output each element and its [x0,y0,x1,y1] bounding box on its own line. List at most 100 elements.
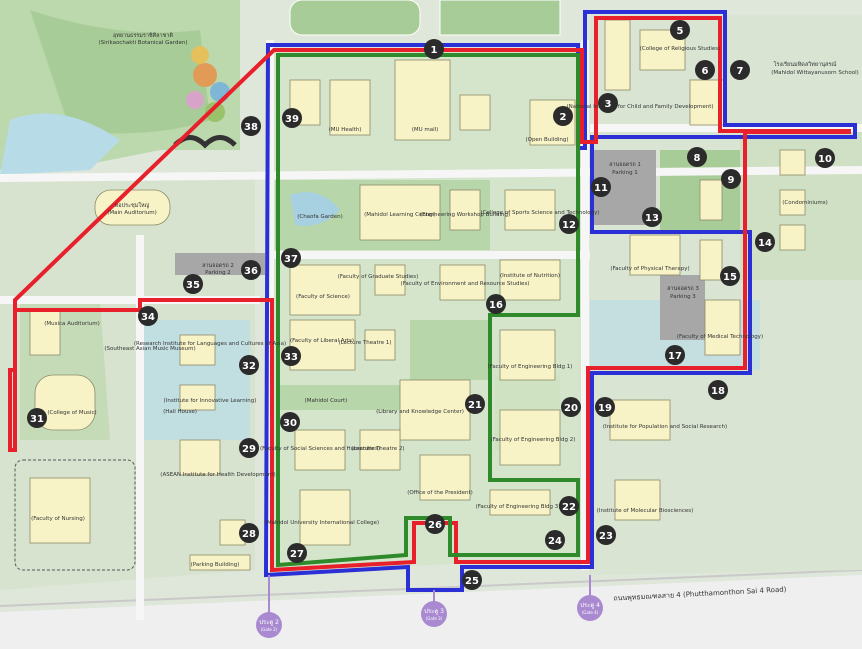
label-chaofa: (Chaofa Garden) [297,214,343,220]
stop-12[interactable]: 12 [559,214,579,234]
label-molecular: (Institute of Molecular Biosciences) [597,508,694,514]
stop-31[interactable]: 31 [27,408,47,428]
stop-number: 38 [244,122,258,133]
stop-15[interactable]: 15 [720,266,740,286]
stop-20[interactable]: 20 [561,397,581,417]
label-languages: (Research Institute for Languages and Cu… [134,341,286,347]
stop-11[interactable]: 11 [591,177,611,197]
stop-5[interactable]: 5 [670,20,690,40]
stop-7[interactable]: 7 [730,60,750,80]
stop-13[interactable]: 13 [642,207,662,227]
label-botanical-th: อุทยานธรรมราชิศิลาชาติ [113,32,173,39]
stop-markers: 1 2 3 5 6 7 8 9 10 11 12 13 14 15 16 17 … [27,20,835,590]
stop-number: 2 [560,112,567,123]
label-social-sciences: (Faculty of Social Sciences and Humaniti… [260,446,380,452]
label-eng2: (Faculty of Engineering Bldg 2) [491,437,576,443]
place-labels: อุทยานธรรมราชิศิลาชาติ (Sirikaochakti Bo… [31,32,859,568]
stop-22[interactable]: 22 [559,496,579,516]
label-eng1: (Faculty of Engineering Bldg 1) [488,364,573,370]
track-field [289,0,421,36]
stop-16[interactable]: 16 [486,294,506,314]
stop-29[interactable]: 29 [239,438,259,458]
court-lawn [410,320,490,380]
stop-number: 22 [562,502,576,513]
gate-2-label: ประตู 2 [259,619,279,626]
label-muic: (Mahidol University International Colleg… [265,520,379,526]
stop-27[interactable]: 27 [287,543,307,563]
label-learning-center: (Mahidol Learning Center) [364,212,436,218]
label-graduate: (Faculty of Graduate Studies) [338,274,419,280]
stop-number: 5 [677,26,684,37]
label-auditorium-th: หอประชุมใหญ่ [115,202,150,209]
label-music-auditorium: (Musica Auditorium) [44,321,99,327]
stop-19[interactable]: 19 [595,397,615,417]
label-eng-workshop: (Engineering Workshop Building) [420,212,510,218]
label-hall-house: (Hall House) [163,409,197,415]
label-science: (Faculty of Science) [296,294,350,300]
label-botanical-en: (Sirikaochakti Botanical Garden) [99,40,188,46]
stop-number: 16 [489,300,503,311]
football-field [439,0,561,36]
stop-9[interactable]: 9 [721,169,741,189]
label-liberal-arts: (Faculty of Liberal Arts) [290,338,354,344]
stop-24[interactable]: 24 [545,530,565,550]
stop-37[interactable]: 37 [281,248,301,268]
stop-6[interactable]: 6 [695,60,715,80]
label-mu-health: (MU Health) [329,127,362,133]
stop-36[interactable]: 36 [241,260,261,280]
stop-number: 10 [818,154,832,165]
stop-18[interactable]: 18 [708,380,728,400]
label-nutrition: (Institute of Nutrition) [500,273,560,279]
stop-1[interactable]: 1 [424,39,444,59]
stop-33[interactable]: 33 [281,346,301,366]
stop-10[interactable]: 10 [815,148,835,168]
stop-number: 31 [30,414,44,425]
label-parking3-th: ลานจอดรถ 3 [667,286,699,292]
stop-number: 19 [598,403,612,414]
stop-38[interactable]: 38 [241,116,261,136]
stop-39[interactable]: 39 [282,108,302,128]
label-open-building: (Open Building) [525,137,568,143]
label-physical-therapy: (Faculty of Physical Therapy) [610,266,689,272]
stop-number: 21 [468,400,482,411]
stop-number: 23 [599,531,613,542]
label-medtech: (Faculty of Medical Technology) [677,334,763,340]
garden-pond [0,113,120,175]
label-wittayanusorn-th: โรงเรียนมหิดลวิทยานุสรณ์ [774,60,837,68]
stop-17[interactable]: 17 [665,345,685,365]
stop-28[interactable]: 28 [239,523,259,543]
label-parking3-en: Parking 3 [670,294,696,300]
gate-2[interactable]: ประตู 2 (Gate 2) [256,575,282,638]
stop-23[interactable]: 23 [596,525,616,545]
stop-26[interactable]: 26 [425,514,445,534]
gate-4[interactable]: ประตู 4 (Gate 4) [577,575,603,621]
stop-number: 20 [564,403,578,414]
stop-14[interactable]: 14 [755,232,775,252]
stop-35[interactable]: 35 [183,274,203,294]
label-lecture2: (Lecture Theatre 2) [351,446,404,452]
stop-8[interactable]: 8 [687,147,707,167]
stop-number: 1 [431,45,438,56]
label-parking2-en: Parking 2 [205,270,231,276]
stop-3[interactable]: 3 [598,93,618,113]
stop-34[interactable]: 34 [138,306,158,326]
label-asean: (ASEAN Institute for Health Development) [160,472,275,478]
stop-25[interactable]: 25 [462,570,482,590]
label-sports-science: (College of Sports Science and Technolog… [481,210,600,216]
label-parking2-th: ลานจอดรถ 2 [202,263,234,269]
route-blue [263,10,857,592]
stop-number: 14 [758,238,772,249]
label-parking1-en: Parking 1 [612,170,638,176]
gate-3-sub: (Gate 3) [426,616,443,621]
stop-2[interactable]: 2 [553,106,573,126]
stop-21[interactable]: 21 [465,394,485,414]
label-religious: (College of Religious Studies) [640,46,721,52]
stop-number: 6 [702,66,709,77]
stop-32[interactable]: 32 [239,355,259,375]
stop-number: 25 [465,576,479,587]
flower-garden [173,46,237,149]
gate-3[interactable]: ประตู 3 (Gate 3) [421,590,447,627]
stop-30[interactable]: 30 [280,412,300,432]
